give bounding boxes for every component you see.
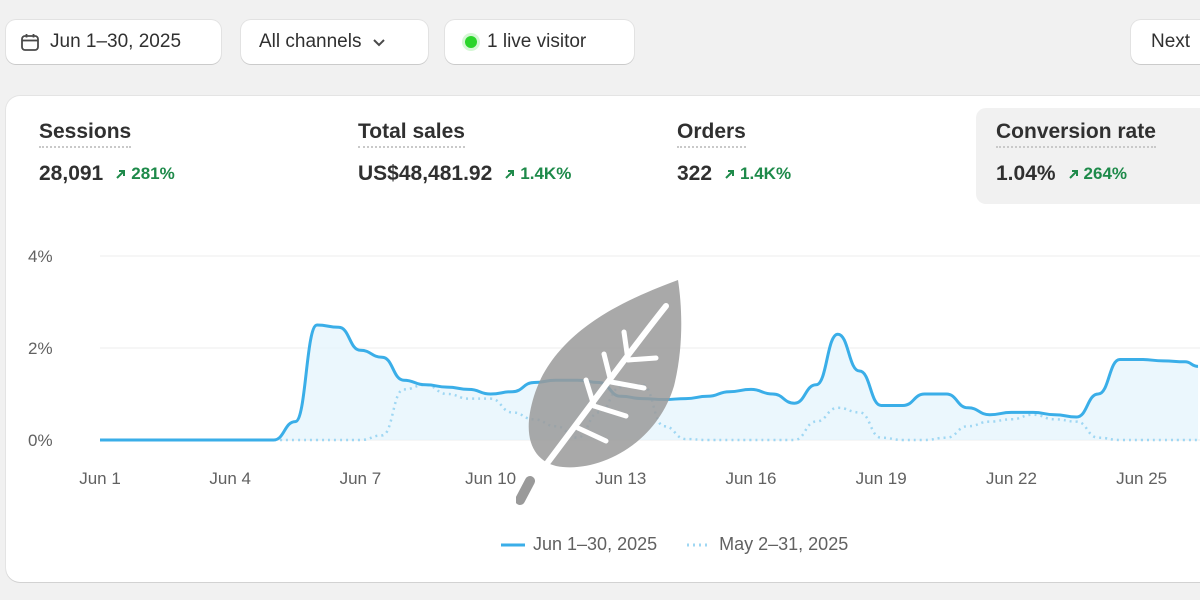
x-tick-label: Jun 7 (340, 469, 382, 488)
trend-up-icon (116, 170, 126, 179)
metric-change: 281% (115, 164, 175, 184)
metric-change-value: 281% (131, 164, 175, 183)
trend-up-icon (505, 170, 515, 179)
calendar-icon (21, 34, 39, 51)
metric-total-sales[interactable]: Total sales US$48,481.92 1.4K% (358, 120, 571, 186)
metric-value: 1.04% (996, 162, 1056, 185)
trend-up-icon (1068, 170, 1078, 179)
legend-swatch-solid (501, 543, 525, 546)
y-tick-label: 4% (28, 247, 53, 266)
x-tick-label: Jun 10 (465, 469, 516, 488)
y-tick-label: 2% (28, 339, 53, 358)
live-visitors-button[interactable]: 1 live visitor (445, 20, 634, 64)
metric-label: Orders (677, 120, 746, 148)
leaf-watermark-icon (516, 280, 682, 505)
live-indicator-dot (465, 36, 477, 48)
x-tick-label: Jun 19 (856, 469, 907, 488)
date-range-label: Jun 1–30, 2025 (50, 31, 182, 52)
legend-label: May 2–31, 2025 (719, 534, 849, 554)
metric-label: Sessions (39, 120, 132, 148)
metric-change-value: 264% (1083, 164, 1128, 183)
x-tick-label: Jun 22 (986, 469, 1037, 488)
metric-orders[interactable]: Orders 322 1.4K% (677, 120, 791, 186)
chevron-down-icon (373, 39, 386, 47)
legend-swatch-dotted (687, 543, 712, 546)
legend-item-comparison[interactable]: May 2–31, 2025 (687, 534, 848, 555)
legend-label: Jun 1–30, 2025 (533, 534, 658, 554)
chart-legend: Jun 1–30, 2025 May 2–31, 2025 (501, 534, 848, 555)
series-area-current (100, 325, 1199, 440)
channel-filter-label: All channels (259, 31, 362, 52)
metric-label: Total sales (358, 120, 465, 148)
metric-change: 264% (1068, 164, 1127, 184)
x-tick-label: Jun 1 (79, 469, 121, 488)
metric-sessions[interactable]: Sessions 28,091 281% (39, 120, 175, 186)
metric-value: 322 (677, 162, 713, 185)
metric-label: Conversion rate (996, 120, 1156, 148)
trend-up-icon (725, 170, 735, 179)
x-tick-label: Jun 13 (595, 469, 646, 488)
x-tick-label: Jun 4 (209, 469, 251, 488)
date-range-button[interactable]: Jun 1–30, 2025 (6, 20, 221, 64)
analytics-card: Sessions 28,091 281% Total sales US$48,4… (6, 96, 1200, 582)
x-tick-label: Jun 16 (725, 469, 776, 488)
next-button[interactable]: Next (1131, 20, 1200, 64)
y-tick-label: 0% (28, 431, 53, 450)
legend-item-current[interactable]: Jun 1–30, 2025 (501, 534, 657, 555)
metric-value: 28,091 (39, 162, 104, 185)
metric-conversion-rate[interactable]: Conversion rate 1.04% 264% (976, 108, 1200, 204)
x-tick-label: Jun 25 (1116, 469, 1167, 488)
next-button-label: Next (1151, 31, 1191, 52)
channel-filter-dropdown[interactable]: All channels (241, 20, 428, 64)
metric-change-value: 1.4K% (520, 164, 572, 183)
metric-change-value: 1.4K% (740, 164, 792, 183)
metric-change: 1.4K% (724, 164, 791, 184)
live-visitors-label: 1 live visitor (487, 31, 587, 52)
metric-change: 1.4K% (504, 164, 571, 184)
metric-value: US$48,481.92 (358, 162, 493, 185)
